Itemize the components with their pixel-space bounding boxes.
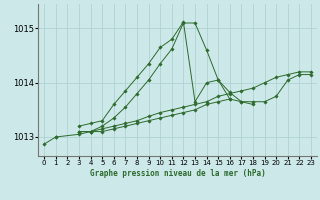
X-axis label: Graphe pression niveau de la mer (hPa): Graphe pression niveau de la mer (hPa) bbox=[90, 169, 266, 178]
